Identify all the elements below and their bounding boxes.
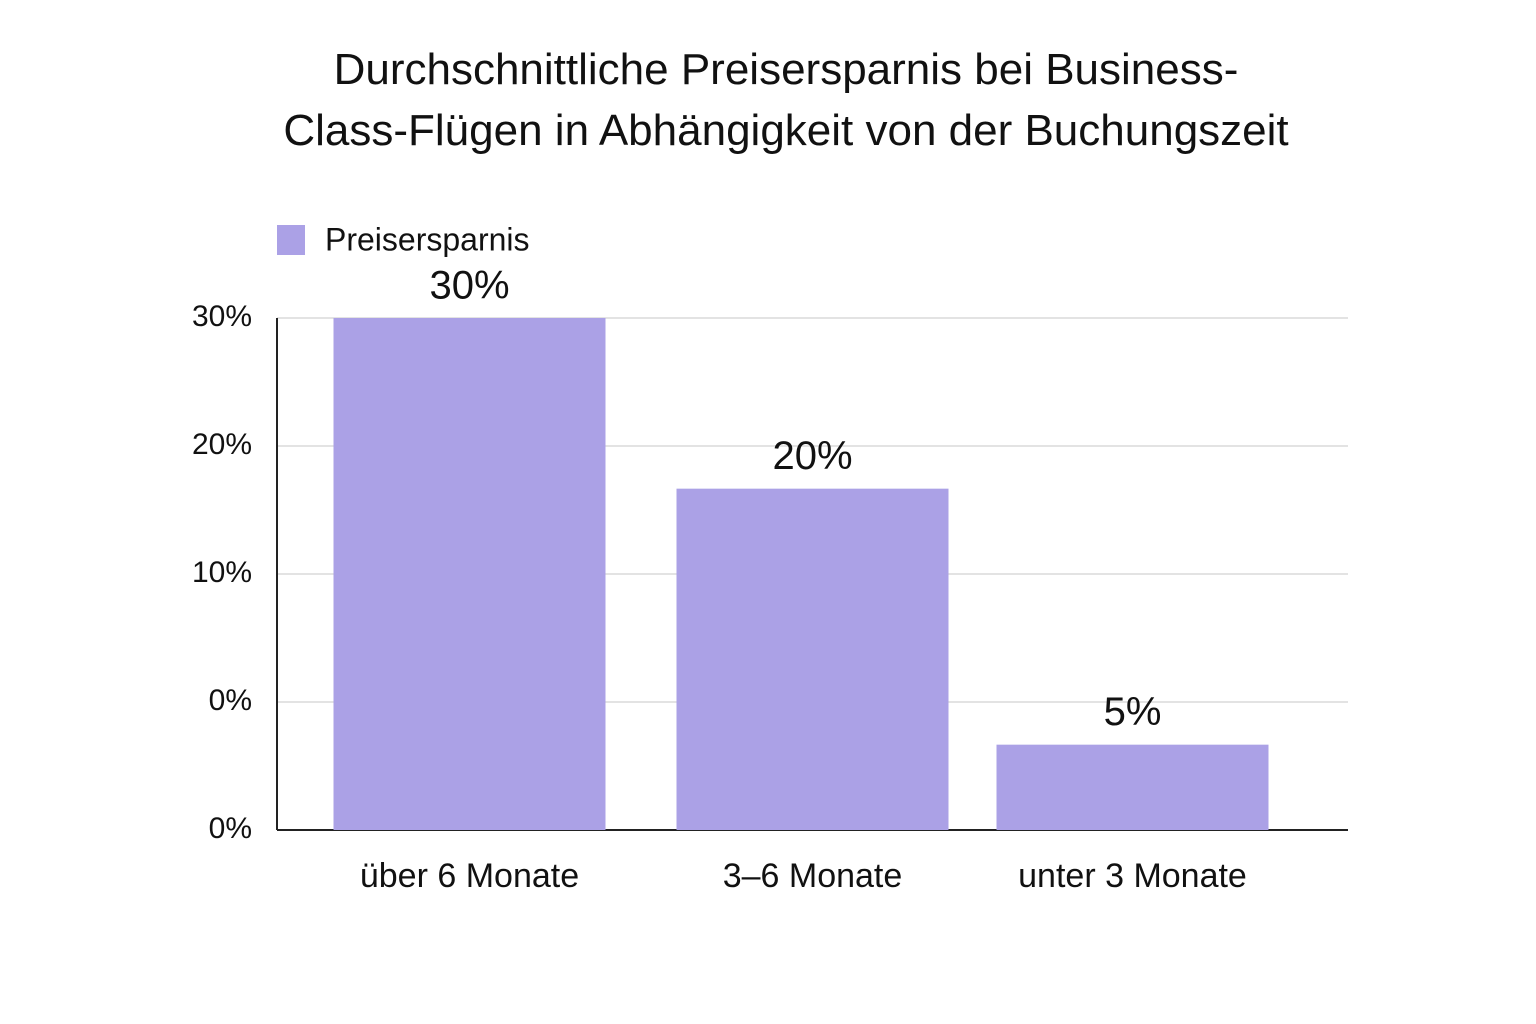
bar (996, 744, 1269, 830)
value-label: 5% (1104, 690, 1162, 734)
legend-label: Preisersparnis (325, 221, 530, 257)
legend-swatch (277, 225, 305, 255)
value-label: 30% (429, 264, 509, 308)
x-tick-label: über 6 Monate (360, 857, 579, 895)
x-tick-label: unter 3 Monate (1018, 857, 1247, 895)
bar (676, 488, 949, 830)
y-tick-label: 10% (192, 556, 252, 589)
y-tick-label: 0% (209, 684, 252, 717)
y-tick-label: 30% (192, 300, 252, 333)
y-tick-label: 20% (192, 428, 252, 461)
x-tick-label: 3–6 Monate (723, 857, 903, 895)
chart-title: Durchschnittliche Preisersparnis bei Bus… (283, 45, 1288, 155)
bar (333, 318, 606, 830)
value-label: 20% (772, 434, 852, 478)
y-tick-label: 0% (209, 812, 252, 845)
